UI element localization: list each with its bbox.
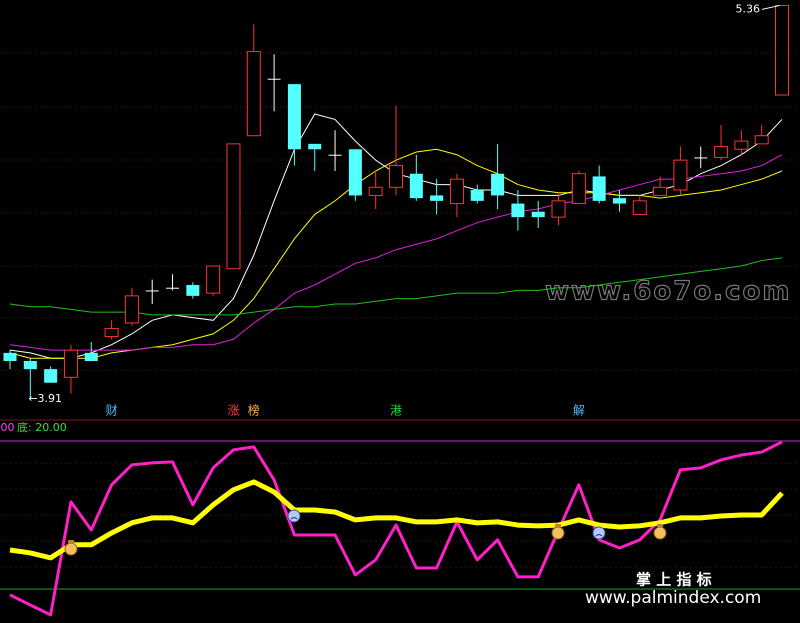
signal-icon bbox=[290, 517, 298, 520]
event-label: 财 bbox=[106, 404, 118, 418]
signal-icon bbox=[555, 524, 561, 527]
legend-text: 底: 20.00 bbox=[17, 420, 67, 434]
candle-body bbox=[206, 265, 221, 294]
indicator-line bbox=[9, 479, 784, 561]
event-label: 解 bbox=[573, 404, 585, 418]
candle-body bbox=[714, 146, 729, 158]
candle-body bbox=[653, 186, 668, 196]
legend-text: .00 bbox=[0, 421, 15, 434]
signal-icon bbox=[68, 540, 74, 543]
candle-body bbox=[166, 287, 180, 289]
candle-body bbox=[531, 211, 545, 218]
signal-icon bbox=[653, 526, 667, 540]
candle-body bbox=[551, 200, 566, 218]
extreme-label: ←3.91 bbox=[28, 392, 62, 405]
candle-body bbox=[389, 165, 403, 188]
candle-body bbox=[511, 203, 525, 218]
candle-body bbox=[632, 200, 647, 215]
candle-body bbox=[145, 290, 159, 292]
candle-body bbox=[734, 140, 749, 150]
candle-body bbox=[23, 361, 37, 370]
candle-body bbox=[592, 176, 606, 201]
grid bbox=[0, 52, 800, 568]
candle-body bbox=[124, 295, 139, 324]
candle-body bbox=[491, 173, 505, 196]
candle-body bbox=[694, 157, 708, 159]
candle-body bbox=[368, 186, 383, 196]
signal-icon bbox=[592, 526, 606, 540]
watermark: www.palmindex.com bbox=[585, 588, 761, 608]
candle-body bbox=[226, 143, 241, 270]
candle-body bbox=[246, 51, 261, 137]
candle-body bbox=[287, 84, 301, 150]
signal-icon bbox=[64, 542, 78, 556]
candle-body bbox=[63, 349, 78, 378]
candle-body bbox=[449, 178, 464, 205]
indicator-line bbox=[9, 440, 783, 617]
candle-body bbox=[612, 198, 626, 204]
candle-body bbox=[267, 78, 281, 80]
signal-icon bbox=[657, 524, 663, 527]
candle-body bbox=[754, 135, 769, 145]
event-label: 涨 bbox=[227, 403, 239, 418]
candle-body bbox=[3, 352, 17, 361]
candle-body bbox=[775, 4, 789, 96]
signal-icon bbox=[595, 534, 603, 537]
watermark: 掌 上 指 标 bbox=[636, 571, 712, 589]
candle-body bbox=[571, 173, 586, 205]
candle-body bbox=[84, 352, 98, 361]
signal-icon bbox=[287, 509, 301, 523]
watermark: www.6o7o.com bbox=[545, 277, 791, 307]
candle-body bbox=[348, 149, 362, 196]
extreme-arrow bbox=[761, 4, 781, 10]
event-label: 榜 bbox=[248, 403, 260, 418]
event-label: 港 bbox=[390, 404, 402, 418]
candle-body bbox=[430, 195, 444, 201]
extreme-label: 5.36 bbox=[736, 2, 761, 15]
signal-icon bbox=[551, 526, 565, 540]
candle-body bbox=[470, 190, 484, 201]
candle-body bbox=[186, 285, 200, 296]
candle-body bbox=[44, 369, 58, 383]
candle-body bbox=[308, 143, 322, 150]
candle-body bbox=[673, 159, 688, 191]
candle-body bbox=[104, 327, 119, 338]
candle-body bbox=[328, 154, 342, 156]
candle-body bbox=[409, 173, 423, 199]
moving-average bbox=[9, 154, 783, 351]
